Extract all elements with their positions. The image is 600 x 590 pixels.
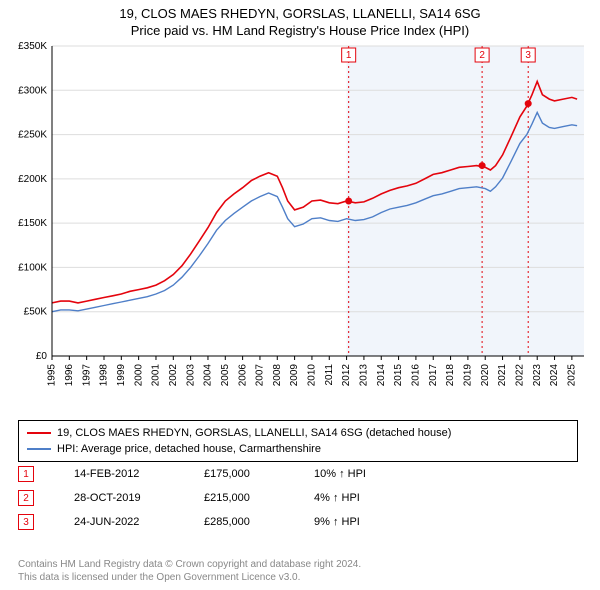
- svg-text:2006: 2006: [237, 364, 248, 387]
- footer-line2: This data is licensed under the Open Gov…: [18, 571, 361, 584]
- svg-text:2002: 2002: [168, 364, 179, 387]
- svg-text:2014: 2014: [376, 364, 387, 387]
- legend-row: 19, CLOS MAES RHEDYN, GORSLAS, LLANELLI,…: [27, 425, 569, 441]
- legend-label: HPI: Average price, detached house, Carm…: [57, 441, 321, 457]
- event-marker: 2: [18, 490, 34, 506]
- chart: £0 £50K £100K £150K £200K £250K £300K £350K 1995…: [8, 40, 592, 410]
- svg-text:2020: 2020: [480, 364, 491, 387]
- svg-text:2010: 2010: [307, 364, 318, 387]
- event-marker: 3: [18, 514, 34, 530]
- svg-text:£250K: £250K: [18, 130, 47, 141]
- svg-text:2023: 2023: [532, 364, 543, 387]
- legend-swatch: [27, 448, 51, 450]
- event-row: 2 28-OCT-2019£215,0004% ↑ HPI: [18, 486, 578, 510]
- chart-container: 19, CLOS MAES RHEDYN, GORSLAS, LLANELLI,…: [0, 0, 600, 590]
- svg-text:1: 1: [346, 50, 352, 61]
- legend-label: 19, CLOS MAES RHEDYN, GORSLAS, LLANELLI,…: [57, 425, 451, 441]
- legend-swatch: [27, 432, 51, 434]
- event-price: £285,000: [204, 516, 314, 528]
- svg-text:2005: 2005: [220, 364, 231, 387]
- title-line1: 19, CLOS MAES RHEDYN, GORSLAS, LLANELLI,…: [0, 0, 600, 21]
- svg-text:£100K: £100K: [18, 262, 47, 273]
- event-diff: 10% ↑ HPI: [314, 468, 434, 480]
- events-table: 1 14-FEB-2012£175,00010% ↑ HPI 2 28-OCT-201…: [18, 462, 578, 534]
- svg-text:1997: 1997: [81, 364, 92, 387]
- svg-text:2000: 2000: [133, 364, 144, 387]
- event-date: 24-JUN-2022: [74, 516, 204, 528]
- svg-text:2007: 2007: [255, 364, 266, 387]
- svg-text:2018: 2018: [445, 364, 456, 387]
- svg-text:2: 2: [479, 50, 485, 61]
- svg-text:1996: 1996: [64, 364, 75, 387]
- event-diff: 4% ↑ HPI: [314, 492, 434, 504]
- chart-svg: £0 £50K £100K £150K £200K £250K £300K £350K 1995…: [8, 40, 592, 410]
- svg-text:2015: 2015: [393, 364, 404, 387]
- event-date: 14-FEB-2012: [74, 468, 204, 480]
- footer-line1: Contains HM Land Registry data © Crown c…: [18, 558, 361, 571]
- svg-text:1998: 1998: [99, 364, 110, 387]
- title-line2: Price paid vs. HM Land Registry's House …: [0, 21, 600, 38]
- svg-text:2017: 2017: [428, 364, 439, 387]
- svg-text:2021: 2021: [497, 364, 508, 387]
- svg-text:£150K: £150K: [18, 218, 47, 229]
- event-row: 3 24-JUN-2022£285,0009% ↑ HPI: [18, 510, 578, 534]
- svg-text:1995: 1995: [47, 364, 58, 387]
- svg-text:2016: 2016: [411, 364, 422, 387]
- event-marker: 1: [18, 466, 34, 482]
- svg-text:2025: 2025: [567, 364, 578, 387]
- legend-row: HPI: Average price, detached house, Carm…: [27, 441, 569, 457]
- svg-text:2024: 2024: [549, 364, 560, 387]
- svg-text:3: 3: [525, 50, 531, 61]
- svg-text:2019: 2019: [463, 364, 474, 387]
- event-date: 28-OCT-2019: [74, 492, 204, 504]
- event-row: 1 14-FEB-2012£175,00010% ↑ HPI: [18, 462, 578, 486]
- svg-text:2008: 2008: [272, 364, 283, 387]
- svg-text:£200K: £200K: [18, 174, 47, 185]
- event-diff: 9% ↑ HPI: [314, 516, 434, 528]
- footer: Contains HM Land Registry data © Crown c…: [18, 558, 361, 584]
- svg-text:2009: 2009: [289, 364, 300, 387]
- svg-text:2012: 2012: [341, 364, 352, 387]
- svg-text:2011: 2011: [324, 364, 335, 386]
- svg-text:2022: 2022: [515, 364, 526, 387]
- svg-text:2004: 2004: [203, 364, 214, 387]
- event-price: £215,000: [204, 492, 314, 504]
- svg-text:£50K: £50K: [24, 307, 48, 318]
- event-price: £175,000: [204, 468, 314, 480]
- svg-text:£300K: £300K: [18, 85, 47, 96]
- svg-text:£350K: £350K: [18, 41, 47, 52]
- legend: 19, CLOS MAES RHEDYN, GORSLAS, LLANELLI,…: [18, 420, 578, 462]
- svg-text:2001: 2001: [151, 364, 162, 387]
- svg-text:£0: £0: [36, 351, 48, 362]
- svg-text:1999: 1999: [116, 364, 127, 387]
- svg-text:2013: 2013: [359, 364, 370, 387]
- svg-text:2003: 2003: [185, 364, 196, 387]
